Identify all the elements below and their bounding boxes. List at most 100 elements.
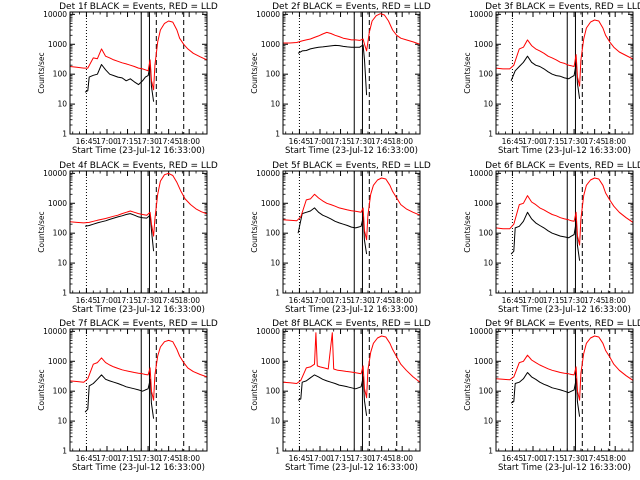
x-tick-label: 17:30 bbox=[350, 137, 372, 146]
y-tick-label: 1000 bbox=[48, 199, 67, 208]
x-tick-label: 17:45 bbox=[371, 137, 393, 146]
y-tick-label: 100 bbox=[53, 70, 68, 79]
x-tick-label: 16:45 bbox=[76, 296, 98, 305]
chart-title: Det 3f BLACK = Events, RED = LLD bbox=[485, 2, 640, 12]
x-tick-label: 16:45 bbox=[502, 296, 524, 305]
y-axis-label: Counts/sec bbox=[250, 52, 259, 93]
y-axis-label: Counts/sec bbox=[463, 52, 472, 93]
y-tick-label: 10 bbox=[57, 100, 67, 109]
series-group bbox=[70, 172, 207, 252]
plot-frame bbox=[495, 328, 634, 452]
x-tick-label: 17:15 bbox=[117, 137, 139, 146]
chart-panel: Det 8f BLACK = Events, RED = LLD 1 10 100 10… bbox=[250, 319, 431, 473]
series-group bbox=[283, 13, 420, 96]
x-tick-label: 17:00 bbox=[96, 137, 118, 146]
y-tick-label: 10000 bbox=[469, 169, 493, 178]
y-tick-label: 1 bbox=[62, 130, 67, 139]
x-tick-label: 17:15 bbox=[330, 137, 352, 146]
y-tick-label: 10 bbox=[270, 259, 280, 268]
y-tick-label: 10000 bbox=[469, 10, 493, 19]
series-group bbox=[496, 335, 633, 417]
x-axis-label: Start Time (23-Jul-12 16:33:00) bbox=[72, 463, 205, 473]
y-tick-label: 10 bbox=[270, 417, 280, 426]
y-axis-label: Counts/sec bbox=[463, 369, 472, 410]
x-tick-label: 17:30 bbox=[137, 296, 159, 305]
y-axis-label: Counts/sec bbox=[250, 369, 259, 410]
y-axis-label: Counts/sec bbox=[463, 211, 472, 252]
y-tick-label: 10000 bbox=[256, 169, 280, 178]
x-tick-label: 17:15 bbox=[543, 296, 565, 305]
x-tick-label: 17:45 bbox=[584, 454, 606, 463]
x-tick-label: 18:00 bbox=[391, 296, 413, 305]
y-tick-label: 10000 bbox=[256, 327, 280, 336]
lld-series-line bbox=[283, 177, 420, 241]
x-tick-label: 17:45 bbox=[371, 454, 393, 463]
y-tick-label: 1000 bbox=[48, 40, 67, 49]
x-tick-label: 16:45 bbox=[76, 137, 98, 146]
plot-frame bbox=[69, 11, 208, 135]
x-axis-label: Start Time (23-Jul-12 16:33:00) bbox=[285, 463, 418, 473]
y-tick-label: 10000 bbox=[43, 327, 67, 336]
x-tick-label: 17:00 bbox=[522, 296, 544, 305]
x-tick-label: 17:15 bbox=[543, 137, 565, 146]
plot-frame bbox=[69, 170, 208, 294]
chart-title: Det 9f BLACK = Events, RED = LLD bbox=[485, 319, 640, 329]
x-tick-label: 17:15 bbox=[117, 296, 139, 305]
lld-series-line bbox=[70, 339, 207, 401]
x-tick-label: 17:45 bbox=[158, 454, 180, 463]
lld-series-line bbox=[496, 177, 633, 246]
y-tick-label: 1000 bbox=[48, 357, 67, 366]
x-axis-label: Start Time (23-Jul-12 16:33:00) bbox=[498, 463, 631, 473]
chart-title: Det 5f BLACK = Events, RED = LLD bbox=[272, 161, 431, 171]
y-tick-label: 10000 bbox=[469, 327, 493, 336]
chart-title: Det 6f BLACK = Events, RED = LLD bbox=[485, 161, 640, 171]
chart-title: Det 7f BLACK = Events, RED = LLD bbox=[59, 319, 218, 329]
chart-panel: Det 3f BLACK = Events, RED = LLD 1 10 100 10… bbox=[463, 2, 640, 156]
x-tick-label: 17:45 bbox=[584, 296, 606, 305]
y-tick-label: 1000 bbox=[474, 357, 493, 366]
chart-title: Det 1f BLACK = Events, RED = LLD bbox=[59, 2, 218, 12]
series-group bbox=[70, 339, 207, 419]
x-tick-label: 17:00 bbox=[309, 454, 331, 463]
plot-frame bbox=[282, 170, 421, 294]
x-tick-label: 17:15 bbox=[543, 454, 565, 463]
y-tick-label: 100 bbox=[266, 70, 281, 79]
x-axis-label: Start Time (23-Jul-12 16:33:00) bbox=[498, 146, 631, 156]
plot-frame bbox=[495, 170, 634, 294]
x-tick-label: 18:00 bbox=[604, 296, 626, 305]
y-tick-label: 100 bbox=[479, 70, 494, 79]
plot-frame bbox=[69, 328, 208, 452]
series-group bbox=[70, 20, 207, 102]
lld-series-line bbox=[70, 20, 207, 91]
x-tick-label: 16:45 bbox=[289, 454, 311, 463]
y-tick-label: 100 bbox=[266, 387, 281, 396]
y-tick-label: 10 bbox=[483, 417, 493, 426]
chart-title: Det 8f BLACK = Events, RED = LLD bbox=[272, 319, 431, 329]
x-tick-label: 17:00 bbox=[309, 137, 331, 146]
series-group bbox=[496, 19, 633, 99]
x-tick-label: 17:30 bbox=[137, 454, 159, 463]
events-series-line bbox=[84, 64, 155, 102]
y-tick-label: 1000 bbox=[474, 199, 493, 208]
x-tick-label: 16:45 bbox=[76, 454, 98, 463]
events-series-line bbox=[297, 44, 368, 96]
y-tick-label: 10 bbox=[270, 100, 280, 109]
events-series-line bbox=[84, 374, 155, 419]
x-tick-label: 17:15 bbox=[330, 296, 352, 305]
y-axis-label: Counts/sec bbox=[37, 211, 46, 252]
x-axis-label: Start Time (23-Jul-12 16:33:00) bbox=[498, 305, 631, 315]
x-tick-label: 16:45 bbox=[289, 296, 311, 305]
x-tick-label: 18:00 bbox=[178, 137, 200, 146]
y-tick-label: 1000 bbox=[261, 199, 280, 208]
y-tick-label: 100 bbox=[266, 229, 281, 238]
x-tick-label: 17:45 bbox=[158, 137, 180, 146]
y-tick-label: 10 bbox=[57, 417, 67, 426]
x-tick-label: 17:00 bbox=[309, 296, 331, 305]
x-tick-label: 16:45 bbox=[502, 454, 524, 463]
y-tick-label: 1000 bbox=[261, 357, 280, 366]
x-axis-label: Start Time (23-Jul-12 16:33:00) bbox=[72, 146, 205, 156]
y-tick-label: 1 bbox=[488, 130, 493, 139]
x-tick-label: 17:45 bbox=[584, 137, 606, 146]
